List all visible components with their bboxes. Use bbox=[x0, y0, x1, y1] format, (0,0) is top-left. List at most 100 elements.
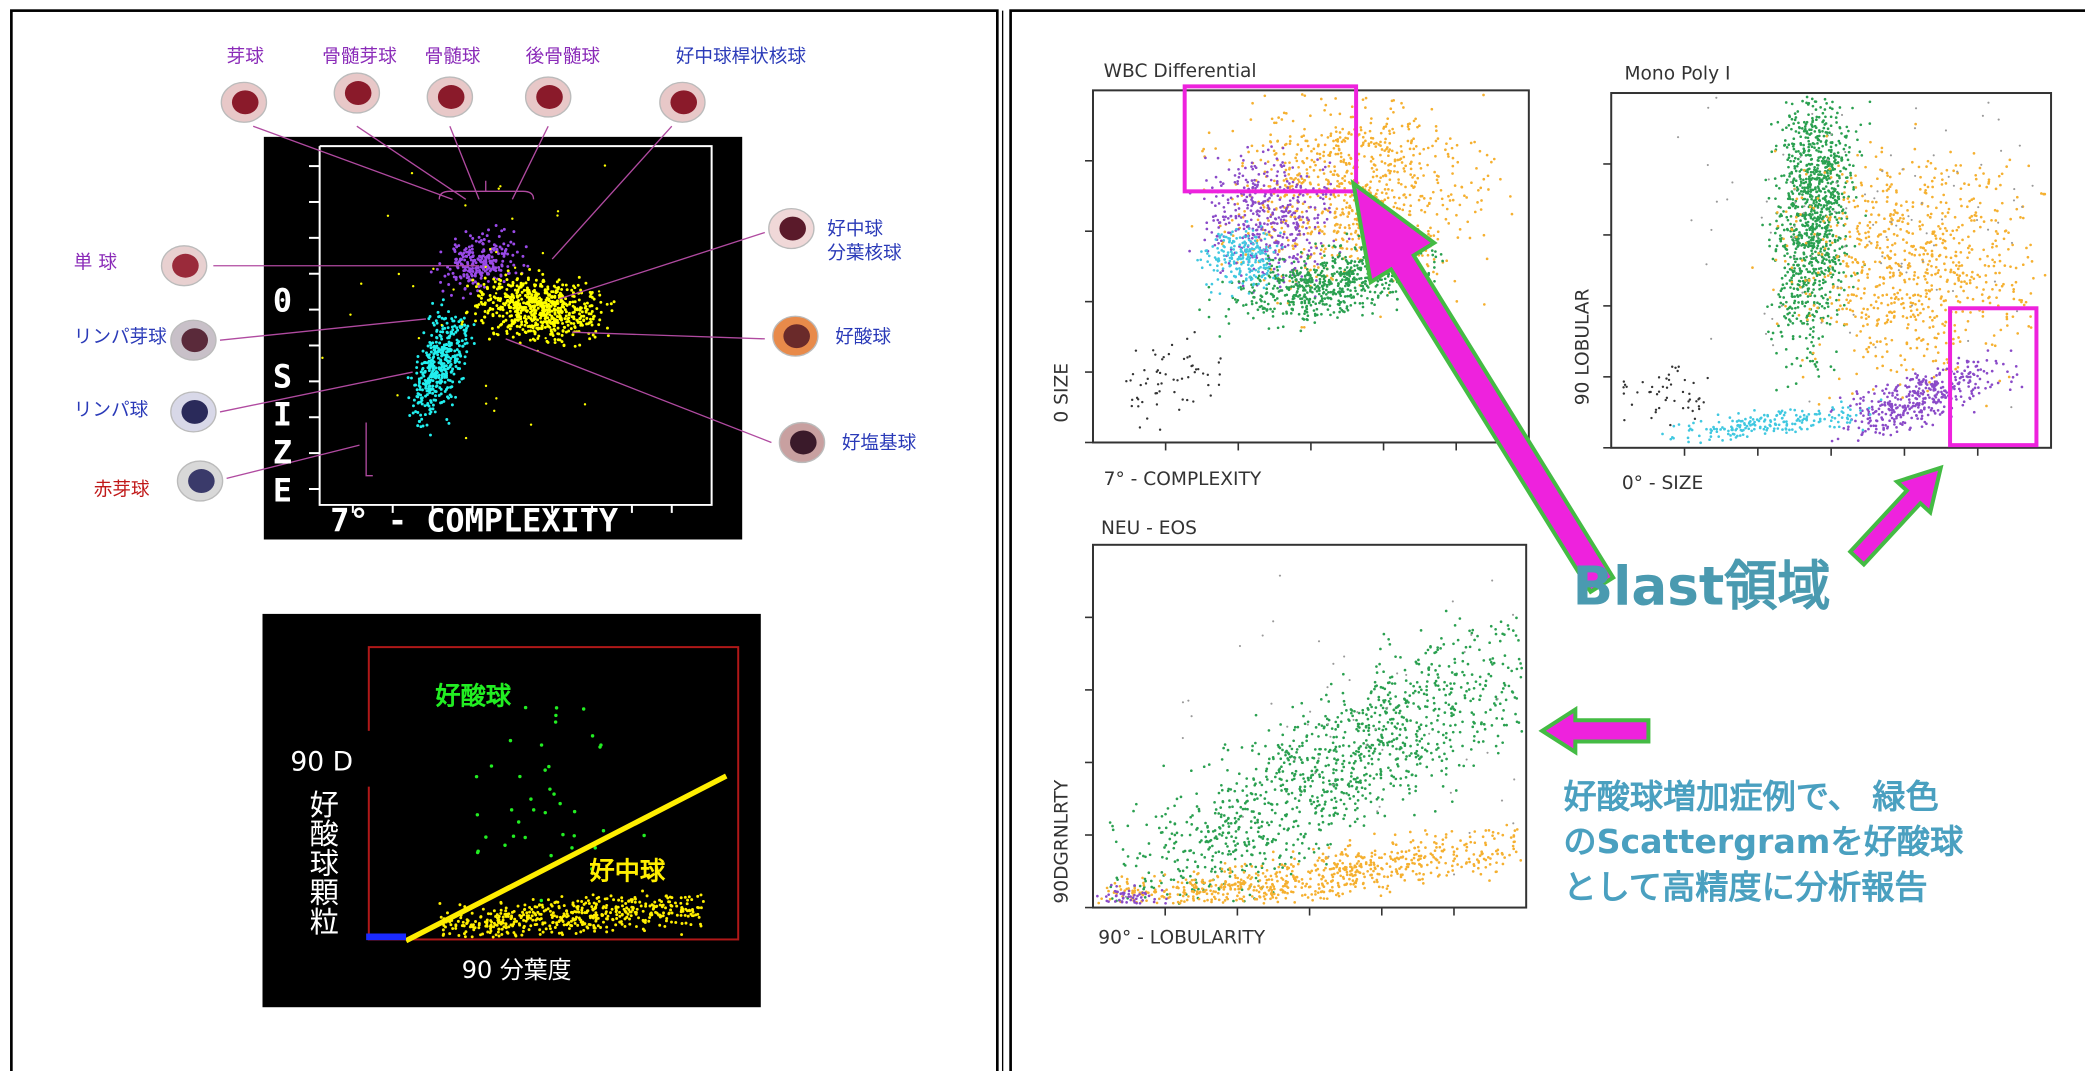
dot bbox=[1328, 210, 1332, 214]
dot bbox=[1451, 198, 1455, 202]
dot bbox=[442, 399, 446, 403]
dot bbox=[1793, 156, 1797, 160]
dot bbox=[1791, 337, 1795, 341]
dot bbox=[1239, 250, 1243, 253]
dot bbox=[1779, 330, 1783, 334]
dot bbox=[1350, 172, 1353, 176]
dot bbox=[588, 337, 592, 341]
dot bbox=[1837, 211, 1841, 214]
dot bbox=[1339, 266, 1342, 270]
dot bbox=[479, 272, 483, 276]
dot bbox=[1291, 166, 1295, 169]
dot bbox=[480, 319, 484, 323]
dot bbox=[454, 275, 458, 279]
dot bbox=[1813, 165, 1816, 169]
dot bbox=[1263, 228, 1267, 232]
dot bbox=[570, 288, 574, 292]
dot bbox=[1336, 255, 1340, 259]
dot bbox=[1302, 289, 1305, 292]
dot bbox=[480, 302, 484, 306]
dot bbox=[552, 792, 556, 796]
dot bbox=[1259, 294, 1263, 297]
dot bbox=[1229, 233, 1233, 236]
dot bbox=[1477, 188, 1480, 192]
dot bbox=[470, 911, 474, 915]
dot bbox=[1283, 143, 1287, 147]
dot bbox=[546, 285, 550, 289]
dot bbox=[1810, 97, 1814, 101]
dot bbox=[701, 899, 705, 903]
dot bbox=[1217, 202, 1221, 205]
dot bbox=[1796, 110, 1800, 113]
dot bbox=[1317, 292, 1321, 296]
dot bbox=[504, 909, 508, 913]
dot bbox=[1231, 230, 1234, 234]
dot bbox=[531, 897, 535, 901]
dot bbox=[1295, 183, 1299, 187]
dot bbox=[1328, 304, 1332, 308]
dot bbox=[1466, 220, 1470, 224]
dot bbox=[1205, 221, 1209, 225]
dot bbox=[1273, 121, 1276, 125]
dot bbox=[1305, 268, 1309, 271]
dot bbox=[511, 294, 515, 298]
dot bbox=[1299, 149, 1303, 152]
dot bbox=[1288, 161, 1291, 164]
dot bbox=[1785, 126, 1788, 130]
dot bbox=[471, 281, 475, 285]
dot bbox=[484, 265, 487, 269]
dot bbox=[502, 280, 506, 284]
dot bbox=[492, 909, 496, 913]
dot bbox=[1207, 383, 1210, 387]
dot bbox=[1269, 307, 1272, 311]
dot bbox=[526, 264, 530, 268]
dot bbox=[550, 309, 554, 313]
dot bbox=[508, 327, 512, 331]
dot bbox=[464, 204, 467, 207]
dot bbox=[1816, 368, 1820, 371]
dot bbox=[1277, 279, 1280, 283]
dot bbox=[1326, 291, 1330, 294]
dot bbox=[1299, 297, 1302, 301]
dot bbox=[1236, 180, 1240, 183]
dot bbox=[1193, 331, 1196, 334]
dot bbox=[1350, 193, 1354, 197]
dot bbox=[1302, 295, 1306, 298]
dot bbox=[602, 905, 606, 909]
dot bbox=[1768, 238, 1771, 242]
dot bbox=[1796, 294, 1799, 297]
dot bbox=[439, 915, 443, 919]
dot bbox=[421, 366, 425, 370]
dot bbox=[1485, 257, 1489, 261]
dot bbox=[520, 320, 524, 324]
dot bbox=[1232, 248, 1236, 251]
dot bbox=[1376, 188, 1379, 192]
dot bbox=[1283, 171, 1286, 174]
dot bbox=[535, 905, 539, 909]
dot bbox=[1258, 305, 1262, 309]
dot bbox=[1206, 373, 1209, 377]
dot bbox=[554, 713, 558, 718]
dot bbox=[1359, 126, 1363, 129]
dot bbox=[557, 920, 561, 924]
dot bbox=[675, 904, 679, 908]
dot bbox=[1833, 249, 1837, 252]
dot bbox=[1337, 147, 1341, 151]
dot bbox=[1381, 174, 1385, 178]
dot bbox=[1347, 224, 1351, 227]
dot bbox=[1345, 277, 1348, 281]
dot bbox=[504, 926, 508, 929]
dot bbox=[1303, 312, 1306, 316]
dot bbox=[1237, 223, 1240, 227]
dot bbox=[1261, 208, 1265, 212]
dot bbox=[1379, 176, 1383, 179]
dot bbox=[1320, 211, 1324, 215]
dot bbox=[590, 323, 594, 327]
dot bbox=[495, 250, 498, 254]
dot bbox=[1371, 175, 1375, 179]
dot bbox=[1822, 119, 1825, 122]
dot bbox=[1342, 199, 1346, 202]
dot bbox=[1825, 321, 1829, 325]
dot bbox=[1392, 195, 1396, 199]
dot bbox=[1276, 170, 1280, 173]
